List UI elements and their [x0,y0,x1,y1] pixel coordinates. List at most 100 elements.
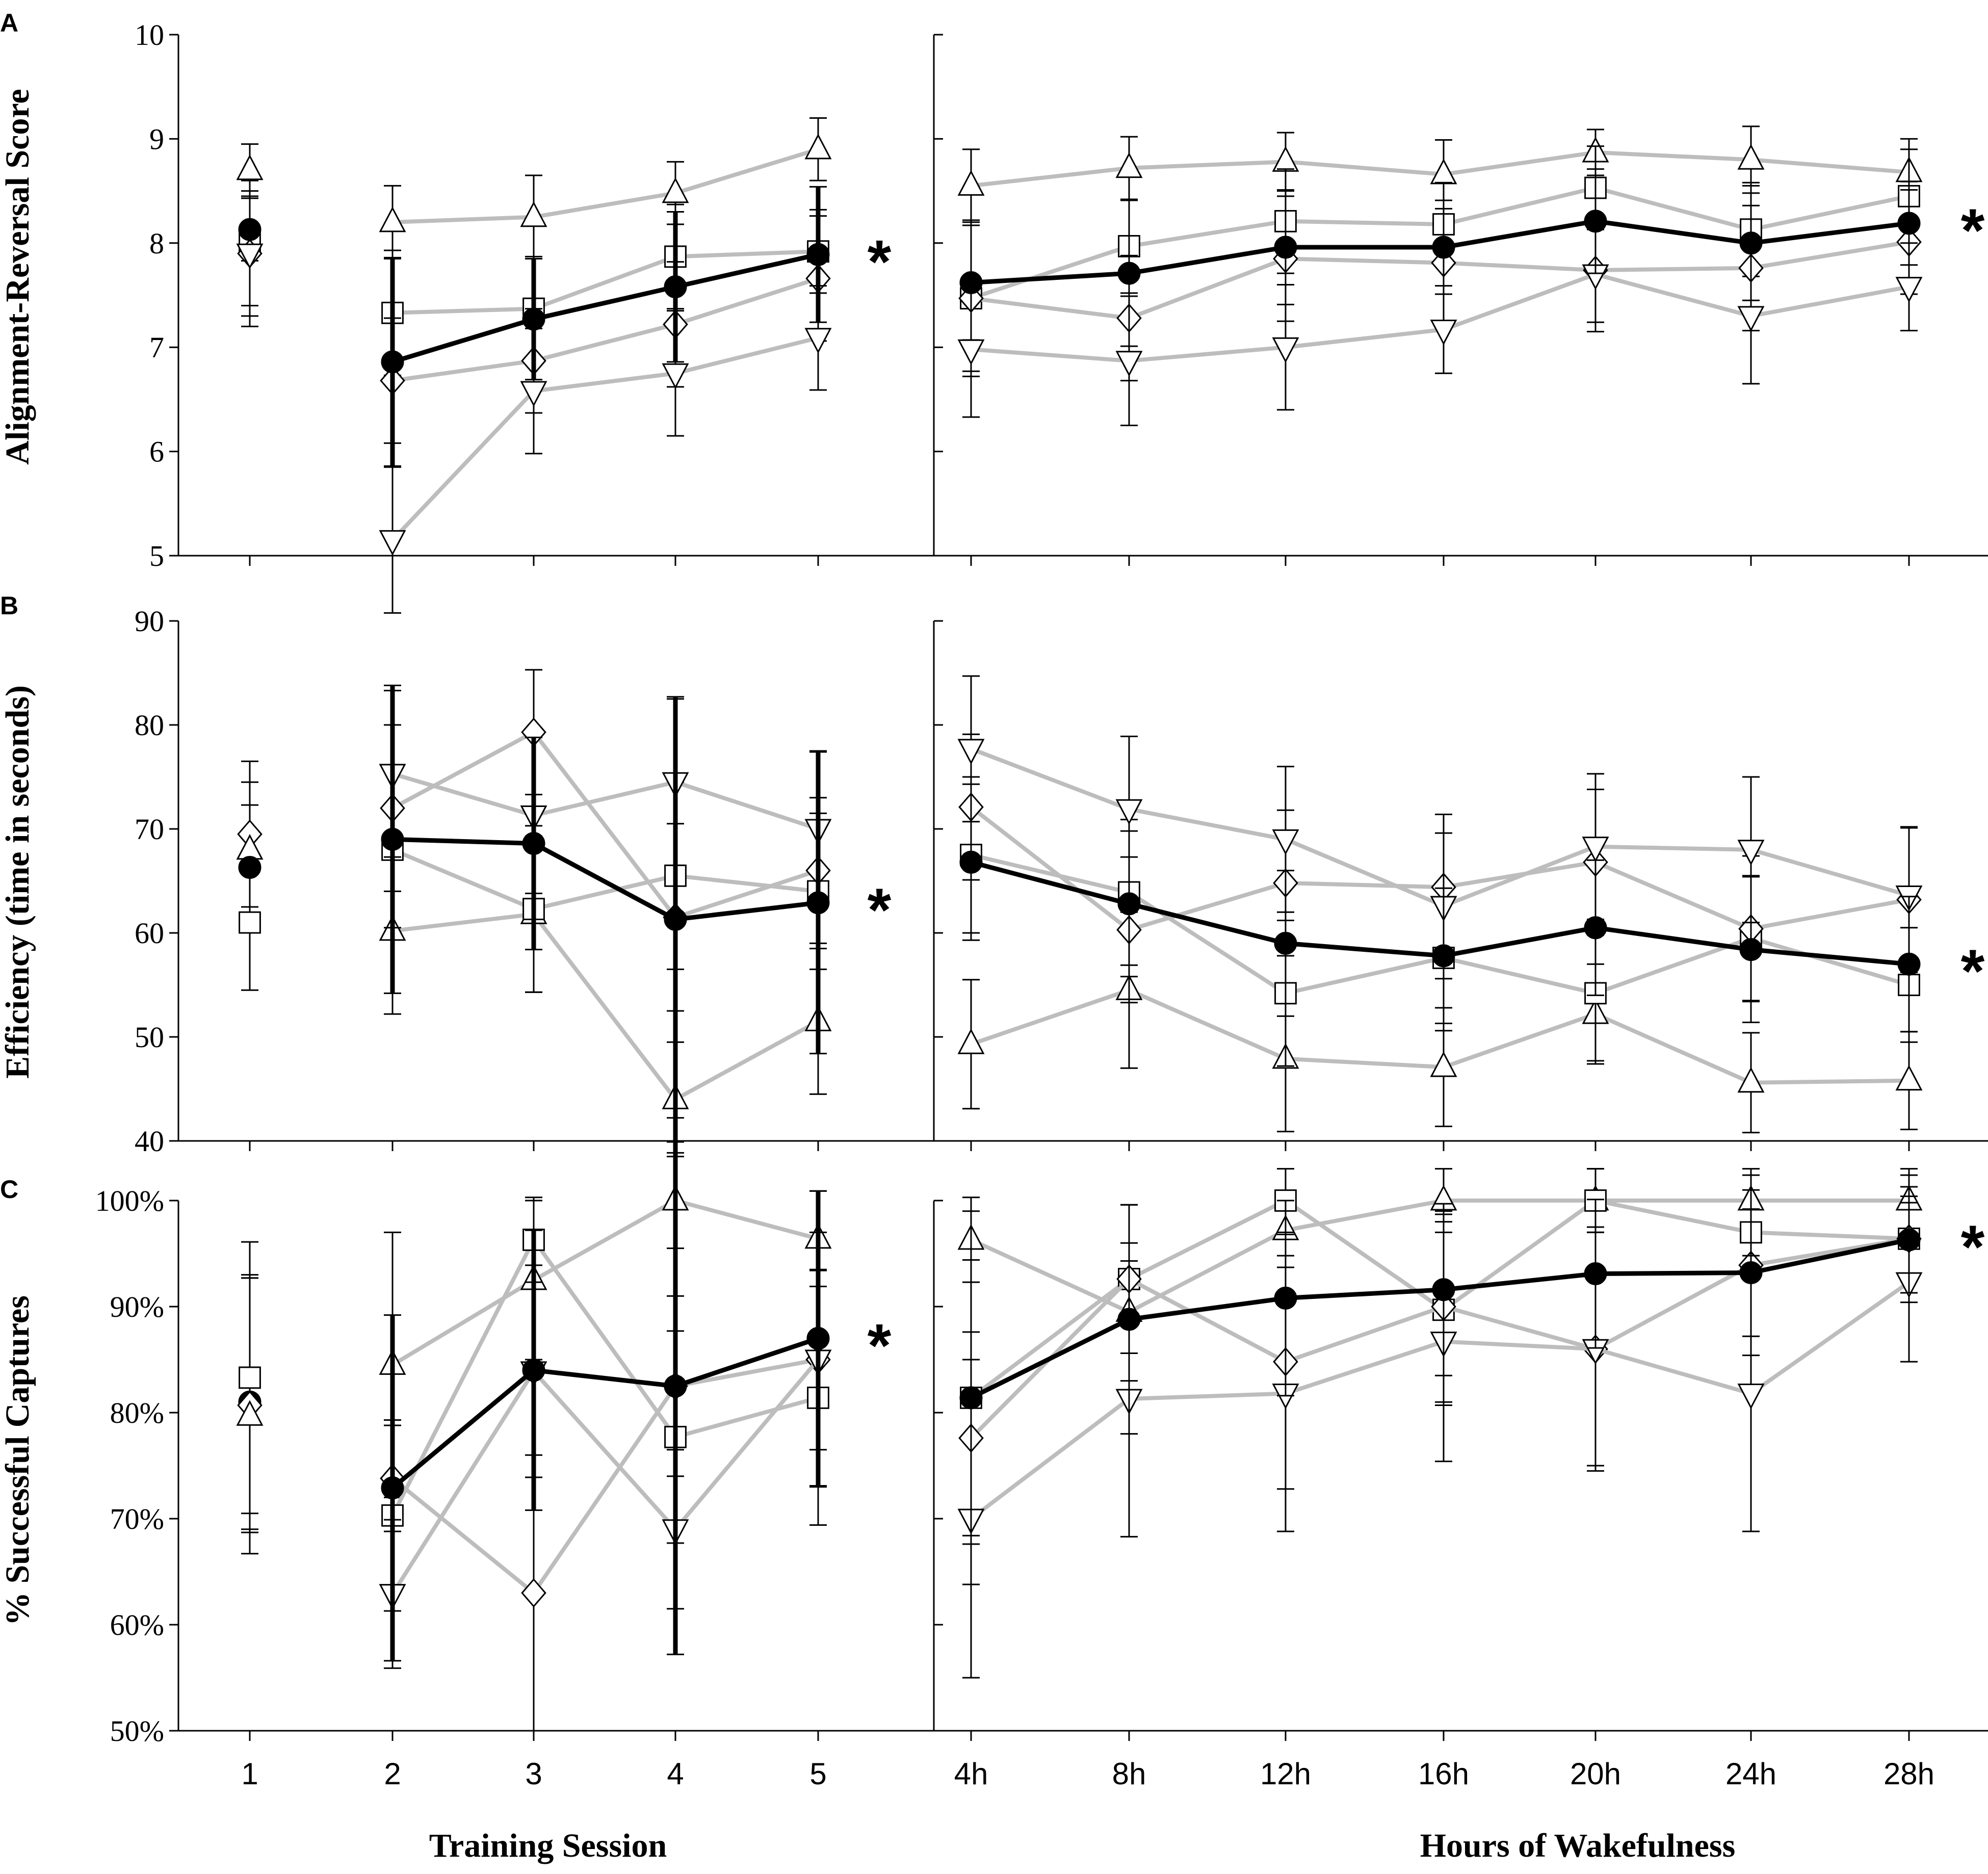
mean-series-layer [236,143,1921,1662]
panel-b-ytick-label: 40 [135,1125,164,1158]
panel-a-wake-mean-point [1432,236,1455,259]
panel-b-wake-mean-point [1432,944,1455,968]
panel-a-significance-star: * [1961,196,1985,265]
training-tick-label: 5 [809,1757,826,1791]
panel-a-wake-up-point [1737,144,1765,170]
panel-a-baseline-down-point [236,243,264,270]
wake-tick-label: 20h [1570,1757,1621,1791]
panel-a-training-up-point [379,206,406,232]
panel-c-training-mean-point [664,1374,687,1398]
panel-b-wake-down-point [1272,829,1299,855]
panel-a-letter: A [0,9,18,37]
panel-a-ytick-label: 8 [149,227,164,260]
panel-b-wake-up-point [1430,1051,1457,1077]
panel-a-training-down-point [520,381,547,407]
panel-a-wake-down-point [1895,277,1923,303]
panel-b-ytick-label: 60 [135,917,164,950]
panel-c-letter: C [0,1175,18,1204]
hours-of-wakefulness-xlabel: Hours of Wakefulness [1420,1827,1736,1864]
training-session-xlabel: Training Session [429,1827,667,1864]
wake-tick-label: 24h [1725,1757,1776,1791]
panel-a-wake-mean-point [1739,231,1763,255]
panel-b-training-mean-point [381,827,404,851]
panel-c-baseline-up-point [236,1400,264,1426]
panel-a-wake-up-point [1272,146,1299,172]
panel-c-baseline-square-point [239,1366,261,1389]
panel-b-baseline-square-point [239,911,261,934]
wake-tick-label: 16h [1418,1757,1469,1791]
panel-b-ytick-label: 90 [135,605,164,638]
panel-b-baseline-circle-point [238,855,261,879]
panel-b-training-square-line [391,848,819,912]
panel-a-wake-down-point [1430,319,1457,346]
panel-b-ytick-label: 80 [135,709,164,742]
panel-c-wake-mean-point [1274,1286,1297,1310]
panel-a-baseline-up-point [236,154,264,180]
panel-c-wake-down-point [1737,1384,1765,1410]
panel-a-wake-up-point [1115,152,1143,178]
panel-a-wake-mean-point [959,271,983,294]
grey-series-layer [379,117,1923,1732]
panel-c-ytick-label: 80% [110,1396,164,1429]
training-tick-label: 4 [667,1757,684,1791]
panel-a-training-mean-line [391,252,819,365]
panel-a-wake-mean-point [1584,210,1607,233]
panel-a-wake-mean-point [1274,236,1297,259]
wake-tick-label: 28h [1884,1757,1934,1791]
panel-b-training-down-line [391,772,819,831]
panel-b-training-up-line [392,912,819,1102]
training-tick-label: 2 [384,1757,401,1791]
panel-a-training-mean-point [381,350,404,374]
panel-b-training-mean-point [664,907,687,931]
panel-c-training-mean-line [391,1336,819,1490]
panel-c-training-diamond-line [391,1358,819,1596]
panel-b-ytick-label: 50 [135,1021,164,1054]
panel-a-training-down-line [391,335,819,542]
panel-c-ytick-label: 70% [110,1502,164,1535]
wake-tick-label: 12h [1260,1757,1311,1791]
panel-c-ytick-label: 60% [110,1608,164,1642]
panel-a-significance-star: * [868,227,892,296]
panel-b-training-diamond-line [391,730,819,920]
panel-c-ylabel: % Successful Captures [0,1295,36,1626]
panel-b-letter: B [0,591,18,620]
panel-c-training-diamond-point [521,1578,546,1608]
panel-a-wake-mean-point [1897,212,1921,235]
panel-c-training-mean-point [381,1476,404,1500]
panel-b-wake-mean-point [1739,938,1763,961]
panel-a-wake-down-point [1737,306,1765,332]
panel-b-significance-star: * [868,876,892,944]
panel-a-training-up-point [804,134,832,160]
panel-a-ytick-label: 9 [149,122,164,155]
panel-c-wake-mean-point [1117,1308,1141,1331]
panel-b-wake-mean-point [959,850,983,874]
panel-b-wake-down-point [957,739,985,765]
panel-b-ytick-label: 70 [135,813,164,846]
panel-b-wake-down-point [1737,840,1765,866]
panel-c-wake-mean-point [1432,1278,1455,1302]
panel-a-training-mean-point [522,307,545,331]
training-tick-label: 3 [525,1757,542,1791]
panel-c-wake-mean-point [959,1386,983,1410]
panel-a-baseline-circle-point [238,218,261,241]
panel-b-training-mean-line [392,837,819,922]
panel-b-wake-down-point [1115,799,1143,825]
panel-a-wake-mean-point [1117,262,1141,285]
wake-tick-label: 8h [1112,1757,1146,1791]
panel-a-wake-down-point [1272,337,1299,363]
panel-a-training-up-line [392,147,819,224]
panel-c-ytick-label: 90% [110,1290,164,1323]
training-tick-label: 1 [241,1757,258,1791]
panel-a-wake-up-point [957,170,985,196]
panel-a-training-mean-point [806,243,830,266]
panel-a-training-diamond-line [392,276,819,383]
panel-a-ytick-label: 6 [149,435,164,468]
panel-a-ytick-label: 5 [149,539,164,572]
panel-c-training-square-line [390,1236,819,1517]
panel-b-wake-mean-point [1584,916,1607,940]
panel-a-training-up-point [662,177,689,203]
panel-a-training-mean-point [664,275,687,299]
panel-c-ytick-label: 100% [95,1184,164,1217]
panel-b-wake-mean-point [1274,931,1297,955]
panel-a-training-down-point [662,363,689,389]
